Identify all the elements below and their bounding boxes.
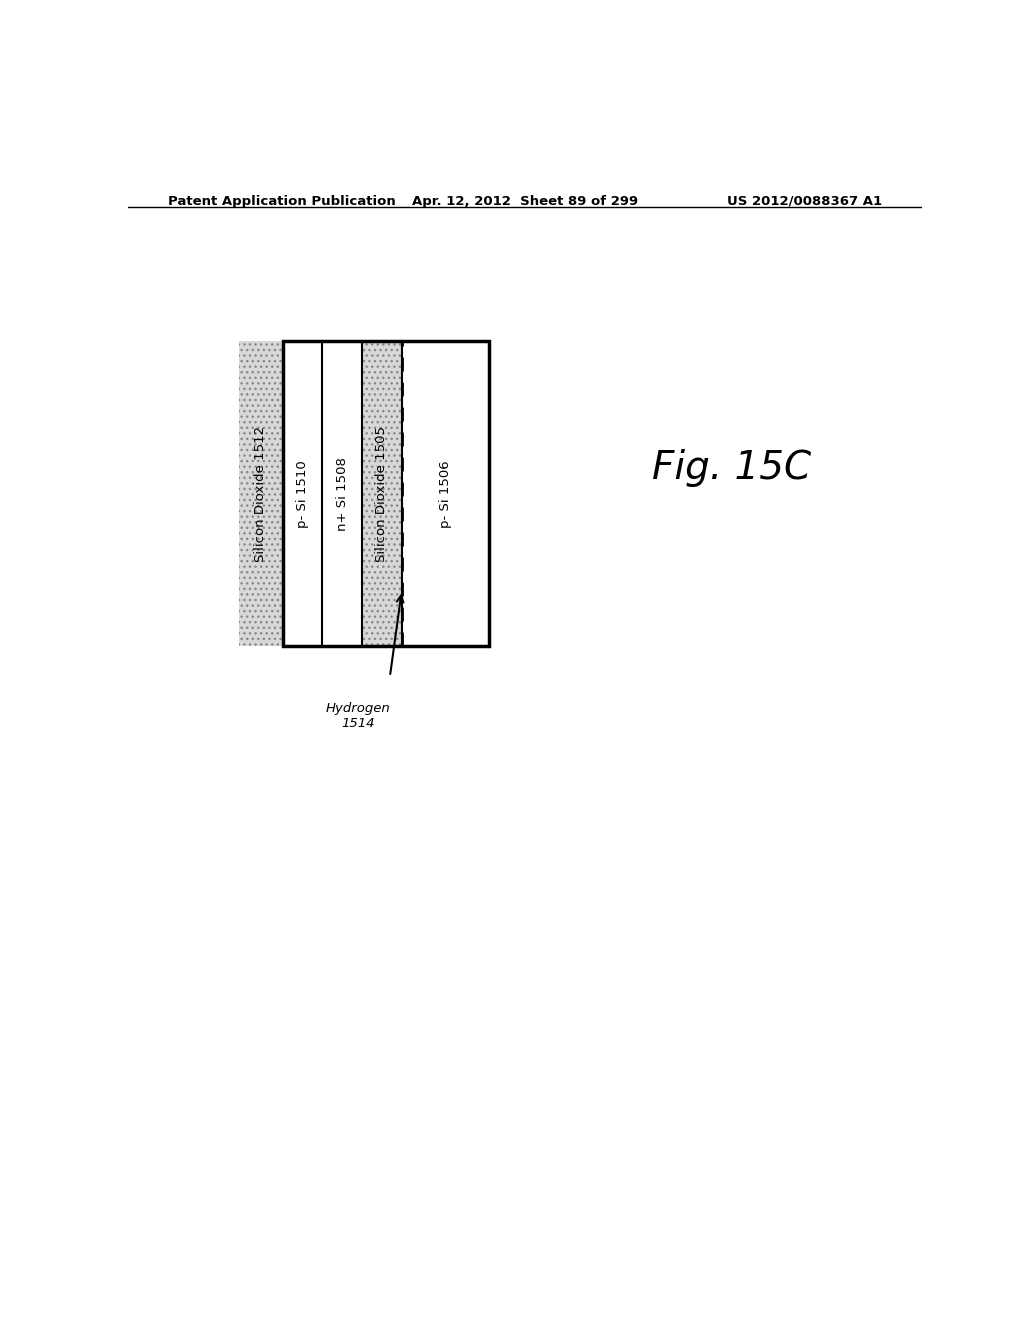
Text: Apr. 12, 2012  Sheet 89 of 299: Apr. 12, 2012 Sheet 89 of 299 — [412, 195, 638, 209]
Bar — [283, 342, 323, 647]
Bar — [401, 342, 489, 647]
Text: Silicon Dioxide 1512: Silicon Dioxide 1512 — [254, 426, 267, 562]
Text: Fig. 15C: Fig. 15C — [651, 449, 811, 487]
Text: n+ Si 1508: n+ Si 1508 — [336, 457, 349, 531]
Text: Hydrogen
1514: Hydrogen 1514 — [326, 702, 390, 730]
Bar — [240, 342, 283, 647]
Text: p- Si 1506: p- Si 1506 — [439, 459, 452, 528]
Text: Patent Application Publication: Patent Application Publication — [168, 195, 395, 209]
Text: p- Si 1510: p- Si 1510 — [296, 459, 309, 528]
Bar — [323, 342, 362, 647]
Text: US 2012/0088367 A1: US 2012/0088367 A1 — [727, 195, 882, 209]
Bar — [283, 342, 489, 647]
Text: Silicon Dioxide 1505: Silicon Dioxide 1505 — [376, 426, 388, 562]
Bar — [362, 342, 401, 647]
